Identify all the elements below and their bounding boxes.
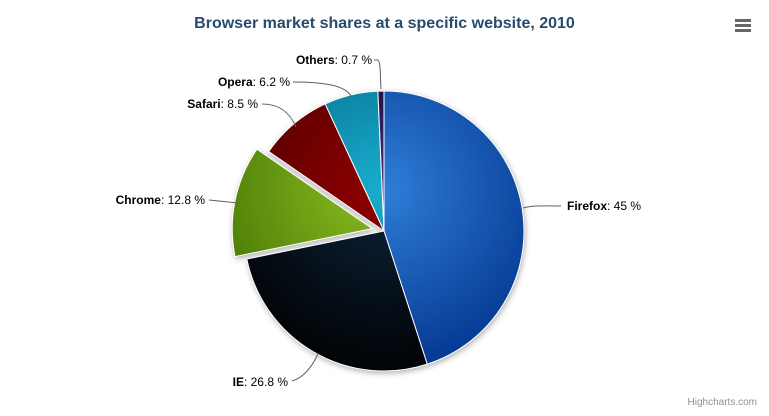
pie-slice-firefox[interactable] [383, 90, 525, 365]
pie-slice-chrome[interactable] [231, 148, 373, 258]
pie-slice-others[interactable] [377, 90, 385, 232]
context-menu-button[interactable] [732, 17, 754, 36]
data-label-chrome: Chrome: 12.8 % [116, 193, 206, 207]
data-label-safari: Safari: 8.5 % [187, 97, 258, 111]
chart-title: Browser market shares at a specific webs… [194, 15, 575, 32]
data-label-firefox: Firefox: 45 % [567, 199, 641, 213]
data-label-others: Others: 0.7 % [296, 53, 372, 67]
label-connector-chrome [208, 199, 239, 204]
hamburger-bar [735, 19, 751, 22]
hamburger-icon [735, 19, 751, 32]
label-connector-others [374, 59, 382, 90]
label-connector-opera [292, 81, 352, 97]
label-connector-safari [261, 103, 297, 128]
credits-link[interactable]: Highcharts.com [687, 397, 757, 408]
hamburger-bar [735, 29, 751, 32]
data-label-opera: Opera: 6.2 % [218, 75, 290, 89]
label-connector-ie [291, 353, 319, 382]
pie-slice-ie[interactable] [246, 230, 428, 372]
data-labels: Firefox: 45 % IE: 26.8 % Chrome: 12.8 % Saf… [116, 53, 642, 389]
data-label-ie: IE: 26.8 % [233, 375, 289, 389]
label-connectors [208, 59, 562, 382]
hamburger-bar [735, 24, 751, 27]
label-connector-firefox [522, 205, 562, 209]
pie-series [231, 90, 525, 372]
